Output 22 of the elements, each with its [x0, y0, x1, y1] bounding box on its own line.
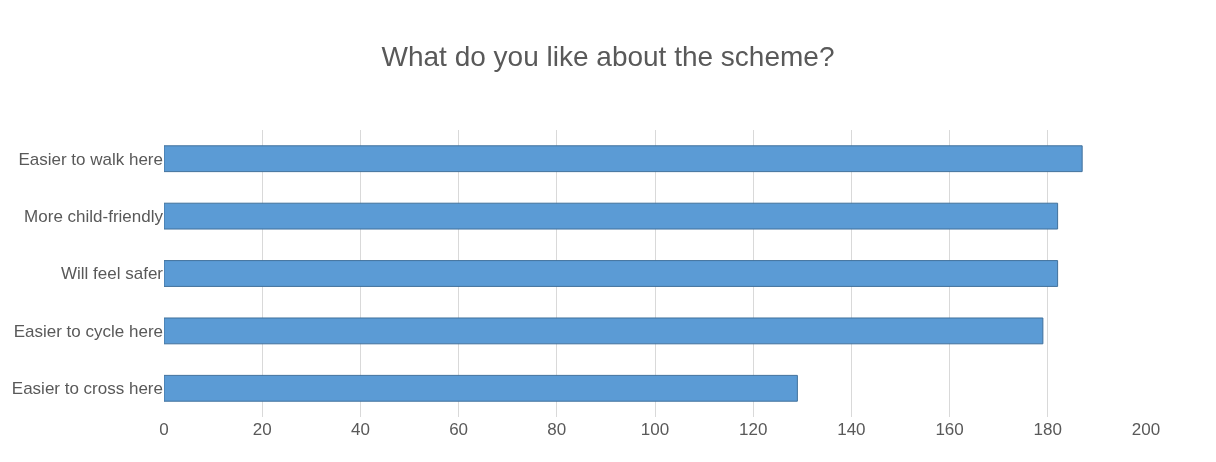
x-tick-label: 120	[739, 420, 768, 439]
x-tick-label: 20	[252, 420, 272, 439]
y-tick-label: Will feel safer	[60, 264, 164, 284]
x-tick-label: 40	[350, 420, 370, 439]
y-tick-label: Easier to cross here	[11, 379, 163, 399]
y-tick-label: More child-friendly	[24, 207, 164, 227]
x-tick-label: 180	[1033, 420, 1062, 439]
y-tick-label: Easier to walk here	[18, 149, 163, 169]
x-tick-label: 100	[640, 420, 670, 439]
y-tick-label: Easier to cycle here	[13, 321, 163, 341]
bar	[164, 202, 1059, 230]
x-tick-label: 0	[159, 420, 169, 439]
x-tick-label: 140	[837, 420, 866, 439]
bar	[164, 317, 1044, 345]
bar	[164, 260, 1059, 287]
bar	[164, 145, 1083, 173]
x-tick-label: 200	[1131, 420, 1161, 439]
chart-title: What do you like about the scheme?	[381, 40, 835, 72]
x-tick-label: 160	[935, 420, 964, 439]
bar	[164, 374, 798, 402]
x-tick-label: 60	[449, 420, 469, 439]
x-tick-label: 80	[547, 420, 567, 439]
